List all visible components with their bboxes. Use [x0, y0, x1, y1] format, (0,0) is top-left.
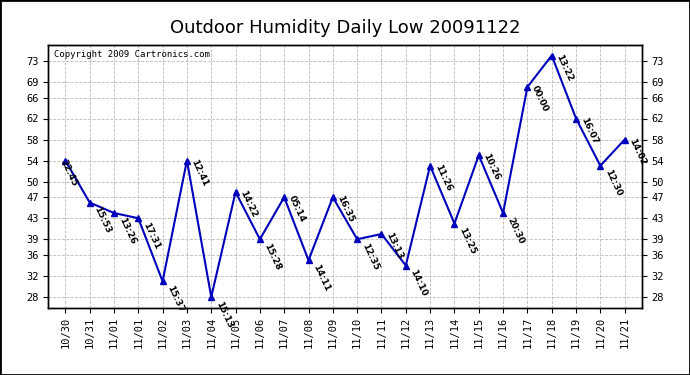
- Text: 11:26: 11:26: [433, 163, 453, 193]
- Text: 13:13: 13:13: [384, 231, 404, 261]
- Text: 20:30: 20:30: [506, 216, 526, 245]
- Text: 13:26: 13:26: [117, 216, 137, 246]
- Text: 17:31: 17:31: [141, 221, 161, 251]
- Text: 12:35: 12:35: [360, 242, 380, 272]
- Text: 14:02: 14:02: [627, 137, 648, 166]
- Text: 15:37: 15:37: [166, 284, 186, 314]
- Text: 10:26: 10:26: [482, 153, 502, 182]
- Text: 22:45: 22:45: [59, 158, 79, 188]
- Text: 12:41: 12:41: [190, 158, 210, 188]
- Text: 12:30: 12:30: [603, 168, 623, 198]
- Text: 00:00: 00:00: [530, 84, 550, 114]
- Text: 05:14: 05:14: [287, 195, 307, 224]
- Text: 14:10: 14:10: [408, 268, 428, 298]
- Text: 15:53: 15:53: [92, 205, 112, 235]
- Text: 16:35: 16:35: [335, 195, 356, 224]
- Text: 14:22: 14:22: [238, 189, 259, 219]
- Text: 14:11: 14:11: [311, 263, 332, 293]
- Text: 16:07: 16:07: [579, 116, 599, 146]
- Text: 15:13: 15:13: [214, 300, 235, 330]
- Text: 13:22: 13:22: [555, 53, 575, 82]
- Text: 15:28: 15:28: [263, 242, 283, 272]
- Text: Outdoor Humidity Daily Low 20091122: Outdoor Humidity Daily Low 20091122: [170, 19, 520, 37]
- Text: Copyright 2009 Cartronics.com: Copyright 2009 Cartronics.com: [55, 50, 210, 59]
- Text: 13:25: 13:25: [457, 226, 477, 256]
